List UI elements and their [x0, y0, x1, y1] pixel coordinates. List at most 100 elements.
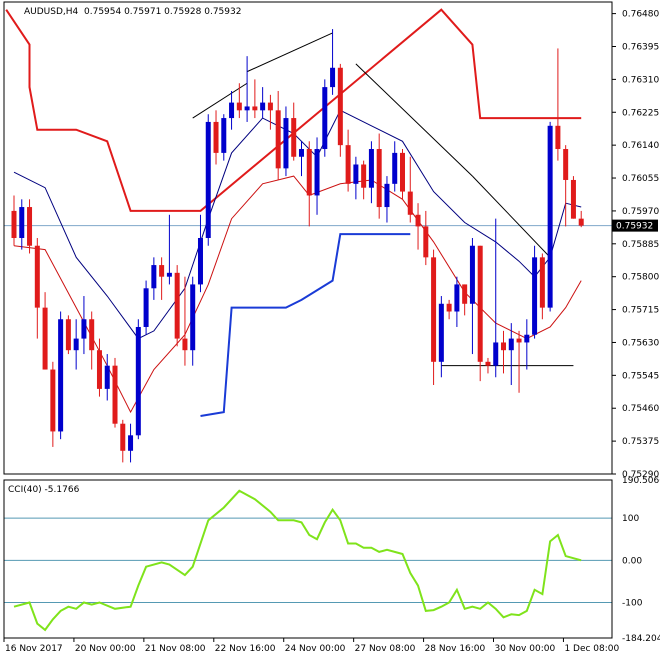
cci-panel-frame: [3, 479, 613, 639]
candle-body: [229, 102, 235, 119]
axes: 0.76480 0.76395 0.76310 0.76225 0.76140 0.760…: [3, 1, 660, 654]
trendline: [192, 82, 248, 119]
candle-body: [27, 207, 33, 246]
time-tick-label: 22 Nov 16:00: [215, 644, 276, 654]
trendline: [246, 32, 333, 73]
candle-body: [337, 67, 343, 146]
candle-body: [578, 218, 584, 226]
candle-body: [415, 214, 421, 227]
candle-body: [73, 338, 79, 351]
time-tick-label: 20 Nov 00:00: [75, 644, 136, 654]
candle-body: [96, 350, 102, 389]
candle-body: [493, 342, 499, 366]
candle-body: [438, 303, 444, 362]
candle-body: [361, 164, 367, 188]
candle-body: [143, 288, 149, 327]
time-tick-label: 16 Nov 2017: [5, 644, 63, 654]
price-tick-label: 0.75375: [622, 437, 659, 447]
candle-body: [345, 145, 351, 184]
trendline: [472, 175, 551, 258]
candle-body: [190, 284, 196, 351]
candle-body: [283, 118, 289, 169]
candle-body: [58, 319, 64, 432]
time-tick-label: 27 Nov 08:00: [355, 644, 416, 654]
price-tick-label: 0.75545: [622, 371, 659, 381]
price-tick-label: 0.75715: [622, 306, 659, 316]
time-tick-label: 1 Dec 08:00: [564, 644, 619, 654]
candle-body: [244, 106, 250, 111]
candle-body: [197, 238, 203, 285]
candle-body: [174, 272, 180, 339]
candle-body: [400, 152, 405, 192]
candle-body: [547, 125, 553, 308]
candle-body: [166, 272, 172, 277]
candle-body: [485, 361, 491, 366]
candle-body: [267, 102, 273, 111]
price-tick-label: 0.76055: [622, 174, 659, 184]
candle-body: [275, 110, 281, 169]
current-price-box: [612, 219, 658, 232]
candle-body: [50, 369, 56, 432]
candle-body: [159, 265, 165, 277]
price-tick-label: 0.75970: [622, 207, 659, 217]
candle-body: [11, 210, 17, 238]
candle-body: [431, 257, 437, 362]
price-tick-label: 0.75290: [622, 470, 659, 480]
candle-body: [570, 179, 576, 219]
candle-body: [104, 365, 110, 389]
candle-body: [532, 257, 538, 335]
price-tick-label: 0.76140: [622, 141, 659, 151]
candle-body: [423, 226, 429, 258]
candle-body: [89, 319, 95, 351]
candle-body: [563, 149, 569, 180]
candle-body: [539, 257, 545, 308]
cci-panel: [4, 489, 612, 632]
cci-tick-label: 0.00: [622, 556, 642, 566]
candle-body: [120, 423, 126, 451]
candle-body: [508, 338, 514, 351]
current-price-label: 0.75932: [616, 222, 653, 232]
candle-body: [501, 342, 507, 351]
candle-body: [322, 87, 328, 150]
cci-tick-label: -184.2043: [622, 634, 660, 644]
candle-body: [462, 284, 468, 304]
candle-body: [314, 149, 320, 196]
candle-body: [407, 191, 413, 215]
candle-body: [151, 265, 157, 289]
candle-body: [469, 245, 475, 304]
candle-body: [392, 152, 398, 184]
price-tick-label: 0.75630: [622, 338, 659, 348]
candle-body: [330, 67, 336, 88]
candle-body: [291, 118, 297, 157]
price-tick-label: 0.75800: [622, 273, 659, 283]
candle-body: [524, 334, 530, 343]
candle-body: [182, 338, 188, 351]
candle-body: [306, 149, 312, 196]
candle-body: [368, 149, 374, 188]
candle-body: [376, 149, 382, 208]
candle-body: [252, 106, 258, 111]
price-tick-label: 0.75885: [622, 240, 659, 250]
candle-body: [516, 338, 522, 343]
cci-tick-label: 100: [622, 514, 639, 524]
candle-body: [205, 121, 211, 238]
candle-body: [353, 164, 359, 184]
cci-tick-label: 190.5066: [622, 476, 660, 486]
candle-body: [34, 245, 40, 308]
price-tick-label: 0.76310: [622, 75, 659, 85]
candle-body: [384, 183, 390, 208]
price-tick-label: 0.76395: [622, 42, 659, 52]
main-panel: [4, 8, 612, 463]
price-tick-label: 0.76225: [622, 108, 659, 118]
chart-header-symbol: AUDUSD,H4: [24, 7, 79, 17]
candle-body: [19, 207, 25, 238]
candle-body: [446, 303, 452, 312]
time-tick-label: 30 Nov 00:00: [495, 644, 556, 654]
cci-line: [13, 489, 582, 632]
lower-band-line: [200, 233, 411, 417]
cci-label: CCI(40) -5.1766: [8, 485, 80, 495]
price-tick-label: 0.76480: [622, 10, 659, 20]
cci-tick-label: -100: [622, 598, 643, 608]
